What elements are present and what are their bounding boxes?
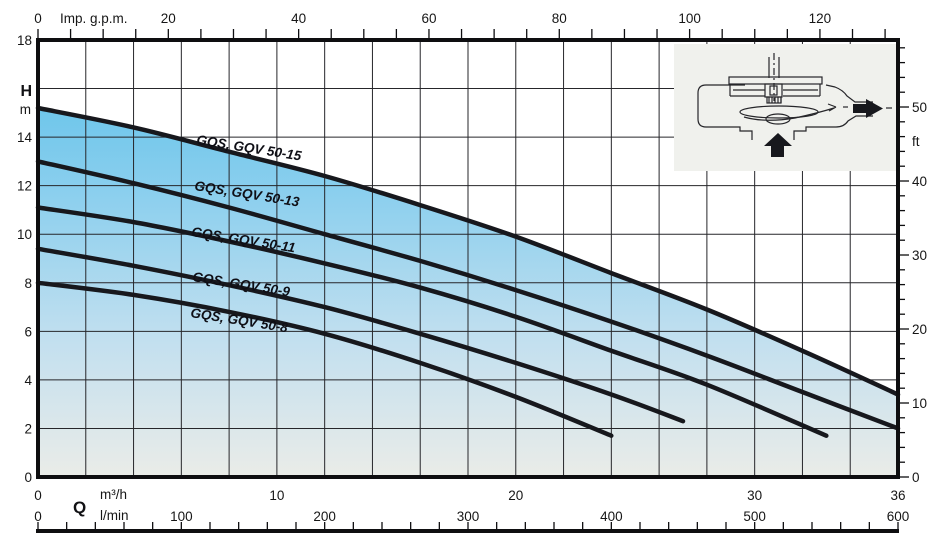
- pump-curves: [35, 105, 901, 438]
- left-axis-tick-label: 10: [17, 227, 32, 242]
- top-axis-tick-label: 120: [809, 11, 832, 26]
- right-axis-tick-label: 40: [912, 174, 927, 189]
- top-axis-tick-label: 20: [161, 11, 176, 26]
- outlet-arrow-icon: [853, 99, 883, 118]
- lmin-ruler: [36, 522, 899, 533]
- bottom-lmin-tick-label: 400: [600, 509, 623, 524]
- right-axis-tick-label: 20: [912, 322, 927, 337]
- top-axis-tick-label: 40: [291, 11, 306, 26]
- curve-gqs-gqv-50-9: [35, 246, 686, 424]
- bottom-lmin-tick-label: 500: [743, 509, 766, 524]
- top-axis: [37, 29, 886, 38]
- pump-schematic-inset: [674, 44, 896, 171]
- top-axis-unit-label: Imp. g.p.m.: [60, 11, 128, 26]
- bottom-m3h-tick-label: 0: [34, 488, 42, 503]
- inlet-arrow-icon: [764, 133, 792, 157]
- curve-gqs-gqv-50-11: [35, 205, 829, 438]
- bottom-m3h-tick-label: 36: [890, 488, 905, 503]
- right-axis-unit-label: ft: [912, 134, 920, 149]
- left-axis-tick-label: 4: [24, 373, 32, 388]
- bottom-m3h-unit-label: m³/h: [100, 487, 127, 502]
- bottom-m3h-tick-label: 20: [508, 488, 523, 503]
- left-axis-tick-label: 14: [17, 130, 33, 145]
- bottom-lmin-tick-label: 200: [313, 509, 336, 524]
- left-axis-tick-label: 2: [24, 421, 32, 436]
- bottom-m3h-tick-label: 30: [747, 488, 762, 503]
- curve-gqs-gqv-50-13: [35, 159, 901, 431]
- top-axis-tick-label: 80: [552, 11, 567, 26]
- curve-gqs-gqv-50-15: [35, 105, 901, 397]
- bottom-lmin-tick-label: 0: [34, 509, 42, 524]
- bottom-lmin-unit-label: l/min: [100, 508, 129, 523]
- right-axis-tick-label: 50: [912, 100, 927, 115]
- top-axis-tick-label: 0: [34, 11, 42, 26]
- left-axis-title: H: [20, 83, 32, 100]
- top-axis-tick-label: 100: [678, 11, 701, 26]
- left-axis-tick-label: 12: [17, 179, 32, 194]
- plot-border: [36, 38, 900, 479]
- left-axis-tick-label: 6: [24, 324, 32, 339]
- bottom-lmin-tick-label: 100: [170, 509, 193, 524]
- right-axis-tick-label: 0: [912, 470, 920, 485]
- left-axis-tick-label: 18: [17, 33, 32, 48]
- curve-gqs-gqv-50-8: [35, 280, 614, 438]
- top-axis-tick-label: 60: [421, 11, 436, 26]
- left-axis-tick-label: 8: [24, 276, 32, 291]
- bottom-axis-title: Q: [73, 498, 86, 517]
- left-axis-tick-label: 0: [24, 470, 32, 485]
- left-axis-unit-label: m: [20, 102, 31, 117]
- right-axis-tick-label: 30: [912, 248, 927, 263]
- bottom-lmin-tick-label: 300: [457, 509, 480, 524]
- bottom-m3h-tick-label: 10: [269, 488, 284, 503]
- right-axis: [900, 47, 909, 478]
- right-axis-tick-label: 10: [912, 396, 927, 411]
- bottom-lmin-tick-label: 600: [887, 509, 910, 524]
